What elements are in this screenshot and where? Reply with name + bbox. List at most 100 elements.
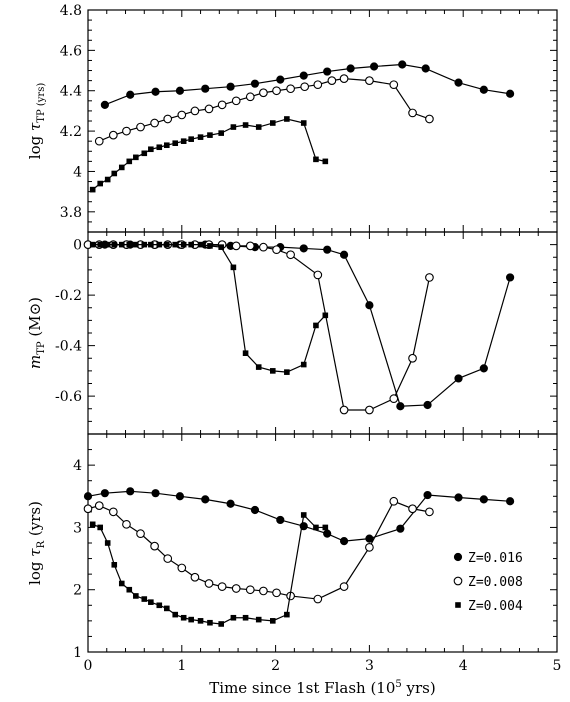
marker-p0-s2-pt12 — [180, 138, 187, 144]
marker-p2-s1-pt3 — [122, 519, 131, 529]
marker-p0-s0-pt8 — [299, 71, 308, 80]
marker-p2-s1-pt14 — [272, 588, 281, 598]
marker-p2-s0-pt13 — [396, 524, 405, 533]
marker-p0-s0-pt7 — [276, 75, 285, 84]
marker-p0-s2-pt5 — [126, 158, 133, 165]
marker-p0-s1-pt21 — [408, 108, 417, 118]
marker-p0-s0-pt4 — [201, 84, 210, 93]
marker-p0-s1-pt22 — [425, 114, 434, 124]
marker-p2-s1-pt16 — [313, 594, 323, 604]
marker-p0-s1-pt20 — [389, 80, 399, 90]
marker-p1-s2-pt18 — [242, 350, 249, 356]
marker-p1-s2-pt2 — [104, 241, 111, 248]
xtick-label: 0 — [84, 658, 93, 674]
marker-plegend-sL-pt2 — [455, 602, 461, 608]
marker-p1-s0-pt13 — [396, 402, 405, 411]
ylabel-symbol: τ — [26, 122, 44, 131]
ylabel-middle: mTP (M⊙) — [26, 297, 47, 369]
marker-p2-s1-pt13 — [259, 586, 268, 596]
marker-p2-s1-pt4 — [136, 529, 145, 539]
marker-p2-s2-pt0 — [89, 521, 96, 528]
ylabel-symbol: m — [26, 355, 44, 369]
series-Z=0.004 — [89, 512, 329, 627]
marker-p2-s2-pt16 — [218, 621, 224, 627]
marker-p2-s2-pt22 — [300, 512, 307, 518]
marker-p2-s1-pt9 — [204, 579, 214, 588]
xlabel-superscript: 5 — [395, 679, 401, 690]
marker-p0-s1-pt6 — [177, 110, 187, 120]
marker-p2-s0-pt12 — [365, 534, 374, 543]
marker-p2-s0-pt10 — [323, 529, 332, 538]
xtick-label: 5 — [553, 658, 562, 674]
marker-p1-s1-pt17 — [339, 405, 349, 415]
marker-p1-s2-pt16 — [218, 244, 224, 250]
marker-p2-s2-pt8 — [148, 599, 154, 605]
xlabel-suffix: yrs) — [402, 679, 436, 697]
marker-p2-s0-pt2 — [126, 487, 135, 496]
marker-p1-s1-pt19 — [389, 394, 399, 404]
marker-p1-s2-pt12 — [180, 241, 187, 248]
marker-p0-s1-pt11 — [245, 92, 255, 102]
marker-p1-s1-pt11 — [231, 241, 241, 251]
marker-p2-s1-pt2 — [108, 507, 118, 517]
marker-p0-s1-pt7 — [190, 106, 200, 116]
marker-p2-s0-pt17 — [506, 497, 515, 506]
marker-p0-s1-pt13 — [272, 86, 281, 96]
marker-p2-s1-pt21 — [425, 507, 434, 517]
marker-p1-s1-pt21 — [425, 273, 434, 282]
ylabel-symbol: τ — [26, 548, 44, 557]
marker-p2-s1-pt8 — [190, 572, 200, 582]
legend: Z=0.016 Z=0.008 Z=0.004 — [453, 551, 523, 614]
xtick-label: 3 — [365, 658, 374, 674]
series-line-Z=0.008 — [88, 244, 431, 411]
marker-p2-s1-pt10 — [217, 582, 227, 591]
ytick-label: 4 — [73, 458, 82, 474]
legend-label: Z=0.016 — [468, 551, 523, 566]
xtick-label: 1 — [177, 658, 186, 674]
marker-p2-s1-pt6 — [163, 554, 173, 563]
marker-p0-s2-pt8 — [148, 146, 154, 153]
xlabel-prefix: Time since 1st Flash (10 — [209, 679, 395, 697]
series-Z=0.008 — [94, 74, 434, 146]
ytick-label: -0.2 — [55, 288, 82, 304]
marker-p1-s2-pt15 — [207, 243, 213, 249]
ylabel-suffix: (M⊙) — [26, 297, 44, 341]
marker-p0-s1-pt1 — [108, 130, 118, 140]
marker-p0-s0-pt13 — [421, 64, 430, 73]
ytick-label: -0.4 — [55, 339, 82, 355]
marker-p1-s2-pt19 — [255, 364, 262, 370]
marker-p0-s1-pt8 — [204, 104, 214, 114]
marker-p0-s0-pt2 — [151, 87, 160, 96]
series-line-Z=0.016 — [88, 244, 511, 407]
marker-p1-s0-pt10 — [323, 245, 332, 254]
marker-p2-s2-pt5 — [126, 586, 133, 593]
marker-p0-s2-pt19 — [255, 124, 262, 130]
ylabel-suffix: (yrs) — [26, 501, 44, 541]
marker-p0-s2-pt0 — [89, 186, 96, 193]
marker-p2-s2-pt3 — [111, 562, 118, 568]
marker-p2-s1-pt18 — [365, 543, 374, 552]
marker-p2-s2-pt1 — [97, 524, 103, 531]
marker-p0-s0-pt9 — [323, 67, 332, 76]
ylabel-subscript: TP — [36, 341, 47, 355]
marker-p2-s0-pt16 — [479, 495, 488, 504]
marker-p0-s1-pt10 — [231, 96, 241, 106]
marker-p0-s1-pt19 — [365, 76, 374, 85]
ytick-label: 3.8 — [60, 205, 82, 221]
ytick-label: 4.4 — [60, 84, 82, 100]
marker-p1-s2-pt10 — [163, 241, 170, 248]
marker-p1-s2-pt22 — [300, 361, 307, 368]
marker-p0-s0-pt1 — [126, 90, 135, 99]
marker-p1-s2-pt6 — [133, 241, 139, 248]
marker-p1-s0-pt14 — [423, 400, 432, 410]
marker-p1-s2-pt5 — [126, 241, 133, 248]
marker-p2-s2-pt15 — [207, 619, 213, 626]
marker-p1-s1-pt13 — [259, 242, 268, 252]
marker-p2-s1-pt12 — [245, 585, 255, 595]
series-line-Z=0.008 — [99, 78, 430, 142]
ylabel-prefix: log — [26, 131, 44, 159]
marker-p1-s2-pt13 — [188, 241, 194, 248]
marker-p0-s1-pt2 — [122, 126, 131, 136]
